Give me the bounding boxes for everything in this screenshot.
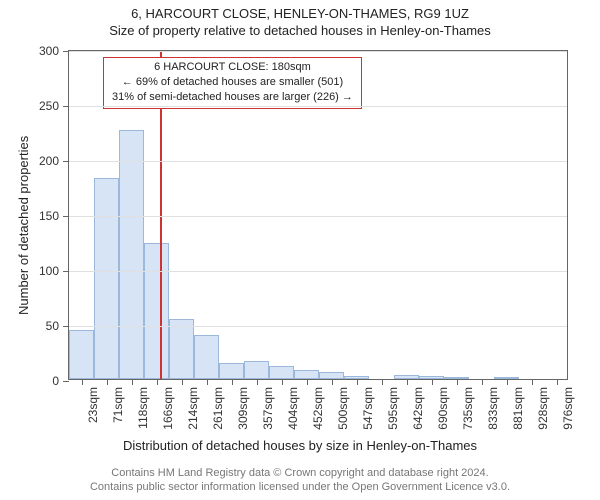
bar xyxy=(319,372,344,379)
y-tick xyxy=(63,216,69,217)
x-tick-label: 261sqm xyxy=(211,387,225,430)
page-subtitle: Size of property relative to detached ho… xyxy=(0,23,600,44)
x-tick-label: 976sqm xyxy=(561,387,575,430)
y-tick xyxy=(63,161,69,162)
x-tick xyxy=(307,379,308,385)
x-tick xyxy=(107,379,108,385)
x-tick xyxy=(382,379,383,385)
x-tick-label: 595sqm xyxy=(386,387,400,430)
x-tick xyxy=(507,379,508,385)
page-title: 6, HARCOURT CLOSE, HENLEY-ON-THAMES, RG9… xyxy=(0,0,600,23)
x-tick-label: 404sqm xyxy=(286,387,300,430)
annotation-line-3: 31% of semi-detached houses are larger (… xyxy=(112,90,353,105)
x-tick xyxy=(182,379,183,385)
y-axis-label: Number of detached properties xyxy=(16,136,31,315)
x-tick-label: 500sqm xyxy=(336,387,350,430)
y-tick-label: 150 xyxy=(39,209,59,223)
x-tick xyxy=(257,379,258,385)
gridline xyxy=(69,106,567,107)
gridline xyxy=(69,216,567,217)
bar xyxy=(219,363,244,380)
y-tick xyxy=(63,326,69,327)
footnote-line-1: Contains HM Land Registry data © Crown c… xyxy=(0,466,600,480)
x-tick-label: 452sqm xyxy=(311,387,325,430)
gridline xyxy=(69,161,567,162)
x-tick-label: 71sqm xyxy=(111,387,125,423)
x-tick-label: 23sqm xyxy=(86,387,100,423)
y-tick xyxy=(63,381,69,382)
x-tick-label: 642sqm xyxy=(411,387,425,430)
x-tick-label: 214sqm xyxy=(186,387,200,430)
bar xyxy=(119,130,144,379)
y-tick-label: 250 xyxy=(39,99,59,113)
y-tick xyxy=(63,106,69,107)
annotation-line-2: ← 69% of detached houses are smaller (50… xyxy=(112,75,353,90)
y-tick-label: 100 xyxy=(39,264,59,278)
x-tick xyxy=(407,379,408,385)
x-tick xyxy=(207,379,208,385)
x-tick xyxy=(232,379,233,385)
x-tick xyxy=(332,379,333,385)
x-tick xyxy=(357,379,358,385)
x-axis-caption: Distribution of detached houses by size … xyxy=(0,438,600,453)
bar xyxy=(94,178,119,379)
x-tick-label: 833sqm xyxy=(486,387,500,430)
x-tick-label: 357sqm xyxy=(261,387,275,430)
y-tick xyxy=(63,51,69,52)
y-tick-label: 50 xyxy=(46,319,59,333)
bar xyxy=(294,370,319,379)
y-tick-label: 300 xyxy=(39,44,59,58)
gridline xyxy=(69,51,567,52)
x-tick-label: 881sqm xyxy=(511,387,525,430)
gridline xyxy=(69,271,567,272)
bar xyxy=(69,330,94,380)
x-tick xyxy=(482,379,483,385)
bar xyxy=(244,361,269,379)
x-tick-label: 309sqm xyxy=(236,387,250,430)
bar xyxy=(144,243,169,379)
y-tick-label: 200 xyxy=(39,154,59,168)
footnote-line-2: Contains public sector information licen… xyxy=(0,480,600,494)
x-tick xyxy=(132,379,133,385)
x-tick xyxy=(282,379,283,385)
x-tick-label: 166sqm xyxy=(161,387,175,430)
x-tick xyxy=(557,379,558,385)
gridline xyxy=(69,326,567,327)
y-tick-label: 0 xyxy=(52,374,59,388)
annotation-line-1: 6 HARCOURT CLOSE: 180sqm xyxy=(112,60,353,75)
x-tick-label: 735sqm xyxy=(461,387,475,430)
x-tick-label: 690sqm xyxy=(436,387,450,430)
x-tick-label: 928sqm xyxy=(536,387,550,430)
bar xyxy=(194,335,219,379)
y-tick xyxy=(63,271,69,272)
x-tick xyxy=(532,379,533,385)
annotation-box: 6 HARCOURT CLOSE: 180sqm ← 69% of detach… xyxy=(103,57,362,109)
x-tick xyxy=(432,379,433,385)
bar xyxy=(269,366,294,379)
x-tick-label: 547sqm xyxy=(361,387,375,430)
histogram-plot: 6 HARCOURT CLOSE: 180sqm ← 69% of detach… xyxy=(68,50,568,380)
footnote: Contains HM Land Registry data © Crown c… xyxy=(0,466,600,495)
bar xyxy=(169,319,194,380)
x-tick xyxy=(457,379,458,385)
x-tick-label: 118sqm xyxy=(136,387,150,429)
x-tick xyxy=(82,379,83,385)
x-tick xyxy=(157,379,158,385)
